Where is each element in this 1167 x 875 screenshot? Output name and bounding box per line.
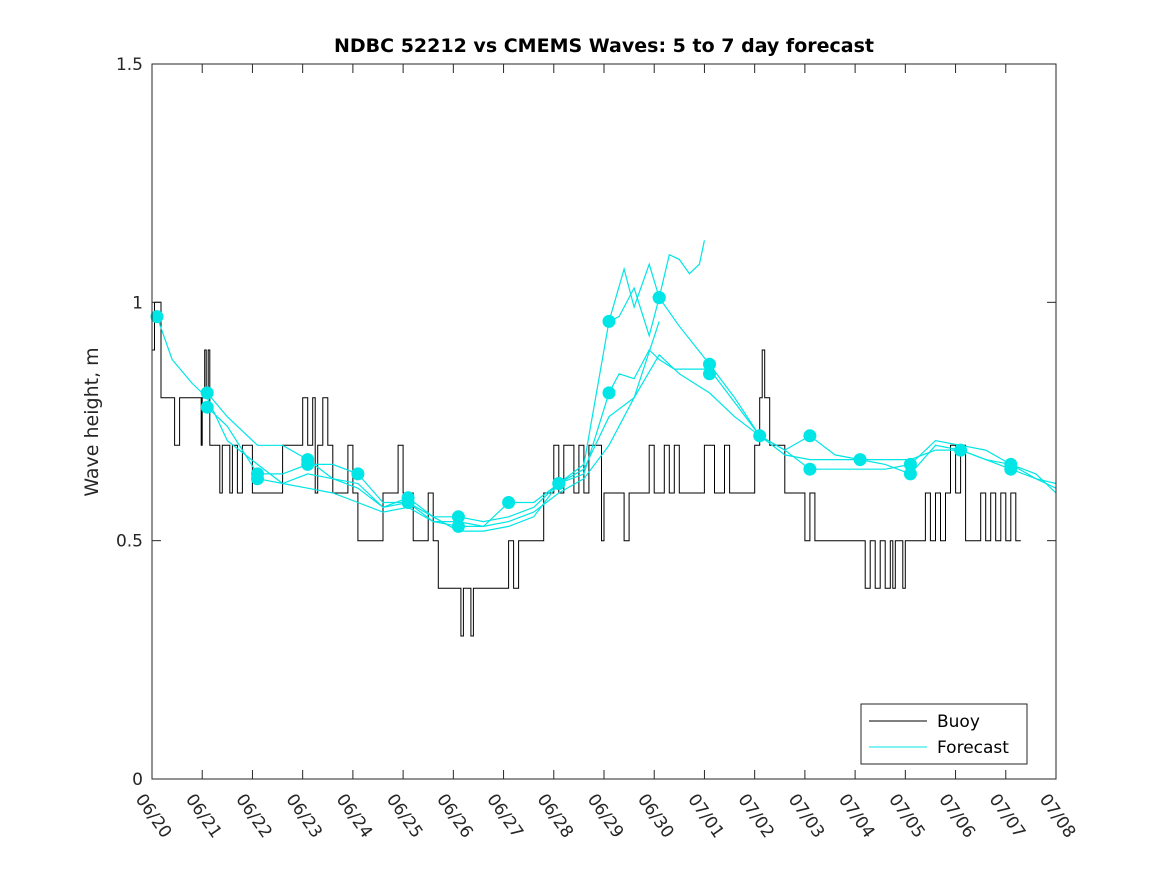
forecast-marker — [753, 429, 767, 443]
y-tick-label: 0.5 — [116, 532, 143, 552]
legend-box — [860, 703, 1028, 765]
x-tick-label: 07/02 — [734, 790, 778, 842]
x-tick-label: 06/28 — [533, 790, 577, 842]
plot-area — [152, 64, 1056, 779]
forecast-marker — [351, 467, 365, 481]
x-tick-label: 06/24 — [332, 790, 376, 842]
legend: Buoy Forecast — [860, 703, 1028, 765]
y-tick-label: 1 — [132, 293, 143, 313]
legend-forecast-label: Forecast — [937, 738, 1009, 758]
forecast-marker — [200, 386, 214, 400]
forecast-marker — [903, 467, 917, 481]
x-tick-label: 06/25 — [382, 790, 426, 842]
forecast-markers — [150, 291, 1018, 533]
x-tick-label: 07/08 — [1035, 790, 1079, 842]
x-tick-label: 06/22 — [231, 790, 275, 842]
y-tick-label: 0 — [132, 770, 143, 790]
chart-title: NDBC 52212 vs CMEMS Waves: 5 to 7 day fo… — [334, 35, 874, 57]
forecast-marker — [451, 510, 465, 524]
forecast-marker — [903, 457, 917, 471]
forecast-marker — [150, 310, 164, 324]
forecast-marker — [552, 477, 566, 490]
x-tick-label: 07/05 — [884, 790, 928, 842]
forecast-marker — [502, 496, 516, 509]
forecast-marker — [954, 443, 968, 457]
forecast-marker — [652, 291, 666, 305]
x-tick-label: 06/30 — [633, 790, 677, 842]
y-axis-label: Wave height, m — [81, 347, 103, 496]
forecast-marker — [703, 357, 716, 371]
forecast-marker — [1004, 462, 1018, 476]
forecast-marker — [602, 386, 616, 400]
x-tick-label: 07/04 — [834, 790, 878, 842]
forecast-marker — [401, 496, 415, 509]
x-tick-label: 07/06 — [934, 790, 978, 842]
forecast-marker — [602, 314, 616, 328]
forecast-marker — [803, 429, 817, 443]
forecast-marker — [803, 462, 817, 476]
y-axis-ticks: 0 0.5 1 1.5 — [116, 55, 1056, 790]
forecast-marker — [200, 400, 214, 414]
x-tick-label: 06/21 — [181, 790, 225, 842]
x-tick-label: 07/01 — [683, 790, 727, 842]
x-tick-label: 06/29 — [583, 790, 627, 842]
forecast-marker — [301, 457, 315, 471]
forecast-marker — [853, 453, 867, 467]
forecast-marker — [251, 472, 264, 486]
y-tick-label: 1.5 — [116, 55, 143, 75]
x-tick-label: 06/27 — [482, 790, 526, 842]
x-tick-label: 06/23 — [282, 790, 326, 842]
x-tick-label: 06/26 — [432, 790, 476, 842]
x-tick-label: 07/03 — [784, 790, 828, 842]
forecast-marker — [703, 367, 716, 381]
forecast-line-5 — [608, 240, 705, 322]
x-tick-label: 07/07 — [985, 790, 1029, 842]
legend-buoy-label: Buoy — [937, 712, 980, 732]
x-tick-label: 06/20 — [131, 790, 175, 842]
forecast-marker — [451, 519, 465, 533]
